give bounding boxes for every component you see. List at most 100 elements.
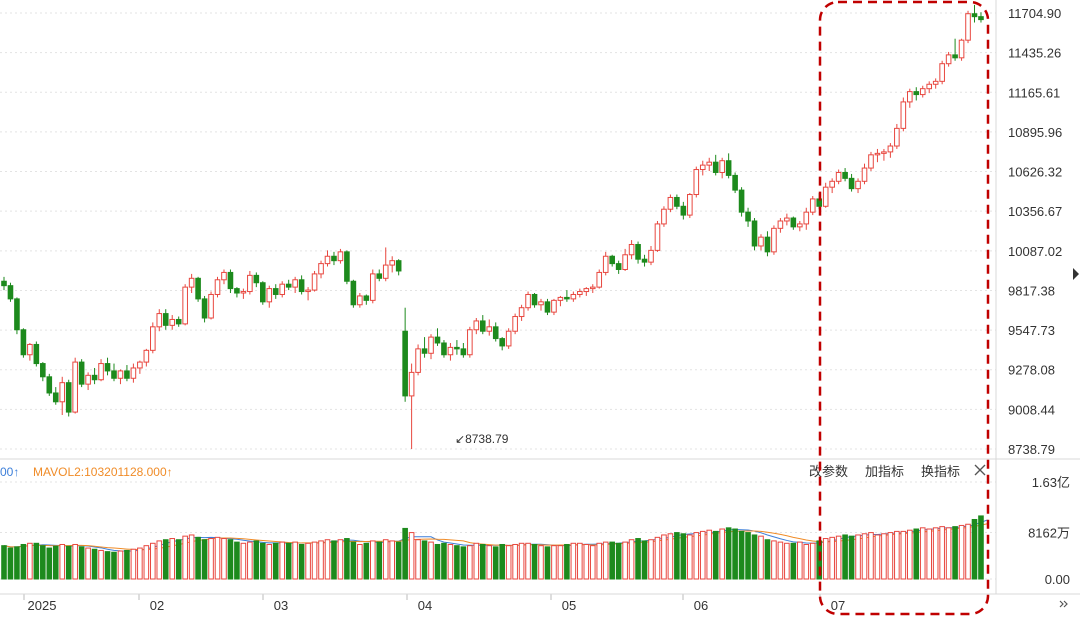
- candle: [706, 157, 713, 172]
- candle: [583, 287, 590, 296]
- candle: [175, 316, 182, 327]
- candle: [91, 367, 98, 385]
- volume-bar: [150, 542, 156, 580]
- candle: [130, 363, 137, 383]
- candle: [861, 163, 868, 185]
- candle: [156, 309, 163, 332]
- triangle-right-icon[interactable]: [1073, 268, 1079, 280]
- candle: [221, 269, 227, 285]
- volume-bar: [725, 527, 732, 580]
- volume-bar: [14, 546, 20, 580]
- mavol2-label: MAVOL2:103201128.000↑: [33, 465, 173, 479]
- candle: [725, 153, 732, 179]
- volume-bar: [887, 532, 894, 580]
- candle: [978, 12, 984, 23]
- candle: [764, 231, 771, 257]
- volume-bar: [693, 532, 700, 580]
- volume-bar: [130, 548, 137, 580]
- candle: [894, 123, 900, 149]
- close-icon[interactable]: [974, 464, 986, 476]
- candle: [434, 328, 441, 346]
- volume-bar: [719, 528, 725, 580]
- candle: [564, 290, 570, 302]
- candle: [596, 269, 603, 289]
- candle: [65, 379, 72, 417]
- volume-bar: [467, 545, 473, 580]
- candle: [518, 304, 525, 321]
- volume-bar: [945, 527, 952, 580]
- volume-bar: [382, 539, 389, 580]
- candle: [661, 206, 667, 227]
- candle: [137, 360, 143, 374]
- volume-bar: [771, 540, 777, 580]
- candle: [357, 293, 363, 308]
- volume-bar: [628, 539, 635, 580]
- volume-bar: [919, 527, 926, 580]
- volume-bar: [350, 541, 357, 580]
- candle: [505, 328, 512, 349]
- volume-bar: [441, 542, 447, 580]
- volume-bar: [855, 534, 861, 580]
- volume-bar: [557, 545, 564, 580]
- volume-bar: [784, 542, 790, 580]
- candle: [602, 251, 609, 276]
- candle: [40, 362, 46, 382]
- candle: [829, 178, 835, 194]
- volume-bar: [272, 542, 279, 580]
- volume-bar: [20, 543, 27, 580]
- volume-bar: [454, 545, 460, 580]
- volume-bar: [492, 546, 499, 580]
- volume-bar: [803, 543, 810, 580]
- volume-bar: [751, 534, 758, 580]
- volume-bar: [59, 543, 66, 580]
- volume-bar: [260, 542, 266, 580]
- volume-bar: [479, 543, 486, 580]
- volume-bar: [958, 524, 965, 580]
- double-chevron-right-icon[interactable]: [1059, 600, 1068, 608]
- candle: [382, 247, 389, 282]
- candle: [654, 220, 661, 252]
- volume-bar: [777, 541, 784, 580]
- volume-bar: [667, 533, 674, 580]
- volume-bar: [661, 534, 667, 580]
- volume-bar: [460, 546, 467, 580]
- candle: [85, 372, 91, 391]
- volume-bar: [447, 543, 454, 580]
- candle: [635, 241, 641, 264]
- add-indicator-button[interactable]: 加指标: [865, 465, 904, 480]
- candle: [868, 151, 874, 172]
- volume-bar: [27, 542, 33, 580]
- candle: [648, 245, 654, 266]
- modify-params-button[interactable]: 改参数: [809, 464, 848, 480]
- candle: [195, 276, 201, 302]
- time-axis: 2025 02 03 04 05 06 07: [23, 594, 845, 613]
- candle: [324, 250, 331, 267]
- volume-bar: [797, 541, 803, 580]
- candle: [240, 288, 247, 299]
- candle: [822, 182, 829, 208]
- volume-bar: [589, 545, 596, 580]
- candle: [227, 269, 234, 294]
- candle: [693, 166, 700, 198]
- volume-bar: [874, 534, 881, 580]
- volume-bar: [499, 543, 505, 580]
- candle: [512, 313, 518, 335]
- switch-indicator-button[interactable]: 换指标: [921, 465, 960, 480]
- candle: [887, 143, 894, 158]
- candle: [460, 342, 467, 358]
- price-tick-label: 10895.96: [1008, 125, 1062, 140]
- volume-bar: [648, 539, 654, 580]
- volume-bar: [745, 532, 751, 580]
- candle: [369, 269, 376, 304]
- candle: [932, 78, 939, 89]
- candle: [945, 51, 952, 67]
- candle: [305, 287, 311, 301]
- volume-bar: [486, 545, 493, 580]
- volume-bar: [395, 541, 402, 580]
- candle: [473, 317, 480, 335]
- volume-bar: [104, 551, 111, 580]
- volume-bar: [324, 539, 331, 580]
- candle: [557, 295, 564, 307]
- candle: [874, 148, 881, 163]
